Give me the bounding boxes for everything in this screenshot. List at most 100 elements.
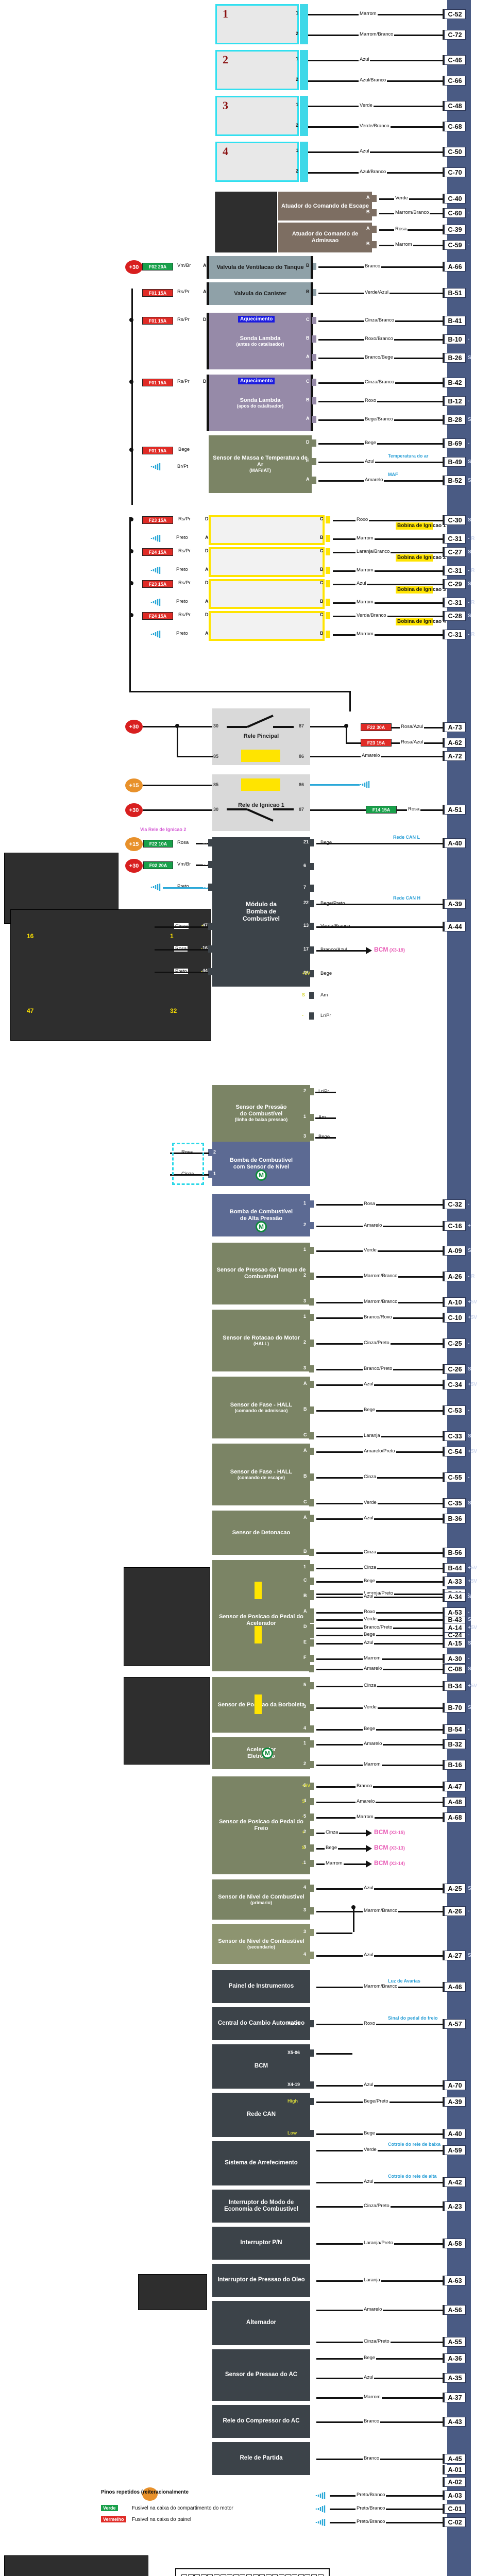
ecu-pin-B-32[interactable]: B-32 (444, 1739, 466, 1749)
fuse-F02 20A[interactable]: F02 20A (143, 861, 173, 869)
fuse-F22 30A[interactable]: F22 30A (361, 723, 392, 731)
ecu-pin-A-14[interactable]: A-14 (444, 1623, 466, 1633)
ecu-pin-C-31[interactable]: C-31 (444, 566, 466, 575)
ecu-pin-A-72[interactable]: A-72 (444, 751, 466, 761)
ecu-pin-A-01[interactable]: A-01 (444, 2465, 466, 2475)
ecu-pin-A-57[interactable]: A-57 (444, 2019, 466, 2029)
ecu-pin-A-53[interactable]: A-53 (444, 1607, 466, 1617)
ecu-pin-A-09[interactable]: A-09 (444, 1246, 466, 1256)
ecu-pin-A-40[interactable]: A-40 (444, 2129, 466, 2139)
ecu-pin-A-62[interactable]: A-62 (444, 738, 466, 748)
ecu-pin-A-43[interactable]: A-43 (444, 2417, 466, 2427)
ecu-pin-C-26[interactable]: C-26 (444, 1364, 466, 1374)
ecu-pin-B-34[interactable]: B-34 (444, 1681, 466, 1691)
ecu-pin-C-08[interactable]: C-08 (444, 1664, 466, 1674)
ecu-pin-B-54[interactable]: B-54 (444, 1724, 466, 1734)
ecu-pin-B-69[interactable]: B-69 (444, 438, 466, 448)
ecu-pin-C-30[interactable]: C-30 (444, 515, 466, 525)
ecu-pin-A-25[interactable]: A-25 (444, 1884, 466, 1893)
ecu-pin-A-33[interactable]: A-33 (444, 1577, 466, 1586)
fuse-F23 15A[interactable]: F23 15A (361, 739, 392, 747)
ecu-pin-B-41[interactable]: B-41 (444, 316, 466, 326)
ecu-pin-C-55[interactable]: C-55 (444, 1472, 466, 1482)
ecu-pin-A-39[interactable]: A-39 (444, 899, 466, 909)
ecu-pin-C-35[interactable]: C-35 (444, 1498, 466, 1508)
ecu-pin-A-23[interactable]: A-23 (444, 2201, 466, 2211)
ecu-pin-A-26[interactable]: A-26 (444, 1272, 466, 1281)
ecu-pin-C-46[interactable]: C-46 (444, 55, 466, 65)
ecu-pin-C-32[interactable]: C-32 (444, 1199, 466, 1209)
ecu-pin-C-59[interactable]: C-59 (444, 240, 466, 250)
ecu-pin-C-48[interactable]: C-48 (444, 101, 466, 111)
ecu-pin-B-42[interactable]: B-42 (444, 378, 466, 387)
ecu-pin-A-37[interactable]: A-37 (444, 2393, 466, 2402)
ecu-pin-A-48[interactable]: A-48 (444, 1797, 466, 1807)
ecu-pin-A-58[interactable]: A-58 (444, 2239, 466, 2248)
ecu-pin-A-44[interactable]: A-44 (444, 922, 466, 931)
ecu-pin-A-68[interactable]: A-68 (444, 1812, 466, 1822)
ecu-pin-B-16[interactable]: B-16 (444, 1760, 466, 1770)
ecu-pin-B-51[interactable]: B-51 (444, 288, 466, 298)
ecu-pin-B-52[interactable]: B-52 (444, 476, 466, 485)
ecu-pin-C-50[interactable]: C-50 (444, 147, 466, 157)
ecu-pin-A-56[interactable]: A-56 (444, 2305, 466, 2315)
ecu-pin-C-10[interactable]: C-10 (444, 1313, 466, 1323)
ecu-pin-C-28[interactable]: C-28 (444, 611, 466, 621)
fuse-F01 15A[interactable]: F01 15A (142, 447, 173, 454)
fuse-F24 15A[interactable]: F24 15A (142, 548, 173, 556)
fuse-F23 15A[interactable]: F23 15A (142, 516, 173, 524)
ecu-pin-C-25[interactable]: C-25 (444, 1338, 466, 1348)
ecu-pin-C-02[interactable]: C-02 (444, 2517, 466, 2527)
ecu-pin-C-33[interactable]: C-33 (444, 1431, 466, 1441)
ecu-pin-A-02[interactable]: A-02 (444, 2477, 466, 2487)
ecu-pin-C-39[interactable]: C-39 (444, 225, 466, 234)
ecu-pin-A-55[interactable]: A-55 (444, 2337, 466, 2347)
ecu-pin-A-46[interactable]: A-46 (444, 1982, 466, 1992)
ecu-pin-C-66[interactable]: C-66 (444, 76, 466, 86)
ecu-pin-B-44[interactable]: B-44 (444, 1563, 466, 1573)
ecu-pin-A-39[interactable]: A-39 (444, 2097, 466, 2107)
ecu-pin-B-26[interactable]: B-26 (444, 353, 466, 363)
ecu-pin-C-60[interactable]: C-60 (444, 208, 466, 218)
ecu-pin-A-15[interactable]: A-15 (444, 1638, 466, 1648)
fuse-F14 15A[interactable]: F14 15A (366, 806, 397, 814)
ecu-pin-B-36[interactable]: B-36 (444, 1514, 466, 1523)
ecu-pin-C-54[interactable]: C-54 (444, 1447, 466, 1456)
ecu-pin-A-30[interactable]: A-30 (444, 1654, 466, 1664)
ecu-pin-A-59[interactable]: A-59 (444, 2145, 466, 2155)
ecu-pin-C-72[interactable]: C-72 (444, 30, 466, 40)
ecu-pin-C-01[interactable]: C-01 (444, 2504, 466, 2514)
ecu-pin-A-27[interactable]: A-27 (444, 1951, 466, 1960)
ecu-pin-B-56[interactable]: B-56 (444, 1548, 466, 1557)
ecu-pin-A-40[interactable]: A-40 (444, 838, 466, 848)
ecu-pin-C-31[interactable]: C-31 (444, 534, 466, 544)
ecu-pin-A-63[interactable]: A-63 (444, 2276, 466, 2285)
fuse-F22 10A[interactable]: F22 10A (143, 840, 173, 848)
ecu-pin-A-34[interactable]: A-34 (444, 1592, 466, 1602)
ecu-pin-A-42[interactable]: A-42 (444, 2177, 466, 2187)
ecu-pin-B-70[interactable]: B-70 (444, 1703, 466, 1713)
fuse-F23 15A[interactable]: F23 15A (142, 580, 173, 588)
ecu-pin-A-66[interactable]: A-66 (444, 262, 466, 272)
fuse-F24 15A[interactable]: F24 15A (142, 612, 173, 620)
ecu-pin-B-12[interactable]: B-12 (444, 396, 466, 406)
ecu-pin-B-49[interactable]: B-49 (444, 457, 466, 467)
ecu-pin-A-70[interactable]: A-70 (444, 2080, 466, 2090)
ecu-pin-C-68[interactable]: C-68 (444, 122, 466, 131)
ecu-pin-C-29[interactable]: C-29 (444, 579, 466, 589)
fuse-F01 15A[interactable]: F01 15A (142, 317, 173, 325)
ecu-pin-A-51[interactable]: A-51 (444, 805, 466, 815)
ecu-pin-C-70[interactable]: C-70 (444, 167, 466, 177)
ecu-pin-C-27[interactable]: C-27 (444, 547, 466, 557)
ecu-pin-C-31[interactable]: C-31 (444, 630, 466, 639)
ecu-pin-C-40[interactable]: C-40 (444, 194, 466, 204)
ecu-pin-A-10[interactable]: A-10 (444, 1297, 466, 1307)
ecu-pin-A-26[interactable]: A-26 (444, 1906, 466, 1916)
ecu-pin-A-36[interactable]: A-36 (444, 2353, 466, 2363)
ecu-pin-C-16[interactable]: C-16 (444, 1221, 466, 1231)
ecu-pin-A-73[interactable]: A-73 (444, 722, 466, 732)
ecu-pin-C-31[interactable]: C-31 (444, 598, 466, 607)
ecu-pin-A-45[interactable]: A-45 (444, 2454, 466, 2464)
ecu-pin-C-53[interactable]: C-53 (444, 1405, 466, 1415)
ecu-pin-C-52[interactable]: C-52 (444, 9, 466, 19)
